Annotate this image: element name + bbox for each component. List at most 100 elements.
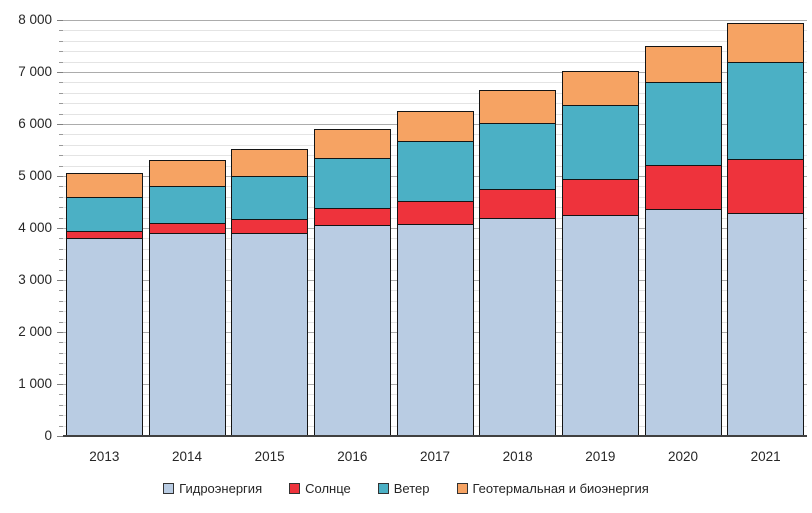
x-axis-tick-label: 2015 xyxy=(254,449,285,464)
legend-swatch-solar xyxy=(289,483,301,494)
y-tick-minor xyxy=(59,82,63,84)
y-tick-minor xyxy=(59,103,63,105)
y-tick-minor xyxy=(59,186,63,188)
y-axis-tick-label: 3 000 xyxy=(18,272,52,287)
y-tick-major xyxy=(57,124,63,125)
bar-column-2016 xyxy=(313,20,391,436)
segment-solar xyxy=(148,223,226,234)
segment-solar xyxy=(313,208,391,227)
x-axis-tick-label: 2016 xyxy=(337,449,368,464)
legend-label: Солнце xyxy=(305,481,351,496)
segment-wind xyxy=(313,158,391,210)
gridline-minor xyxy=(63,82,807,84)
segment-geothermal_bioenergy xyxy=(396,110,474,143)
legend-swatch-geothermal_bioenergy xyxy=(456,483,468,494)
segment-hydro xyxy=(727,212,805,436)
y-tick-minor xyxy=(59,404,63,406)
segment-hydro xyxy=(231,232,309,436)
segment-geothermal_bioenergy xyxy=(65,173,143,199)
segment-wind xyxy=(231,176,309,221)
y-tick-minor xyxy=(59,394,63,396)
bar-column-2018 xyxy=(479,20,557,436)
legend: Гидроэнергия Солнце Ветер Геотермальная и б… xyxy=(0,481,812,496)
y-tick-minor xyxy=(59,248,63,250)
segment-wind xyxy=(479,122,557,190)
gridline-minor xyxy=(63,51,807,53)
y-tick-minor xyxy=(59,144,63,146)
gridline-major xyxy=(63,20,807,21)
y-axis-tick-label: 6 000 xyxy=(18,116,52,131)
y-tick-minor xyxy=(59,259,63,261)
segment-solar xyxy=(396,200,474,225)
segment-hydro xyxy=(479,218,557,436)
segment-wind xyxy=(396,141,474,202)
y-tick-minor xyxy=(59,415,63,417)
segment-geothermal_bioenergy xyxy=(479,90,557,124)
legend-swatch-wind xyxy=(377,483,389,494)
bar-column-2014 xyxy=(148,20,226,436)
segment-wind xyxy=(727,62,805,161)
y-tick-minor xyxy=(59,196,63,198)
legend-item-hydro: Гидроэнергия xyxy=(163,481,262,496)
segment-geothermal_bioenergy xyxy=(313,129,391,160)
y-tick-minor xyxy=(59,269,63,271)
y-tick-major xyxy=(57,384,63,385)
segment-solar xyxy=(561,179,639,217)
segment-geothermal_bioenergy xyxy=(148,160,226,187)
legend-item-solar: Солнце xyxy=(289,481,351,496)
segment-solar xyxy=(479,188,557,220)
gridline-minor xyxy=(63,61,807,63)
x-axis-tick-label: 2018 xyxy=(502,449,533,464)
y-tick-minor xyxy=(59,155,63,157)
segment-wind xyxy=(644,82,722,167)
y-tick-minor xyxy=(59,207,63,209)
y-tick-minor xyxy=(59,363,63,365)
segment-solar xyxy=(644,165,722,211)
segment-solar xyxy=(231,219,309,234)
y-tick-minor xyxy=(59,217,63,219)
legend-label: Гидроэнергия xyxy=(179,481,263,496)
x-axis-tick-label: 2021 xyxy=(750,449,781,464)
legend-item-geothermal_bioenergy: Геотермальная и биоэнергия xyxy=(456,481,649,496)
segment-geothermal_bioenergy xyxy=(644,45,722,84)
segment-wind xyxy=(561,105,639,181)
y-axis-tick-label: 0 xyxy=(44,428,52,443)
legend-item-wind: Ветер xyxy=(377,481,430,496)
gridline-minor xyxy=(63,30,807,32)
bar-column-2013 xyxy=(65,20,143,436)
y-tick-minor xyxy=(59,61,63,63)
segment-hydro xyxy=(148,232,226,436)
y-tick-major xyxy=(57,20,63,21)
y-tick-minor xyxy=(59,113,63,115)
y-tick-minor xyxy=(59,321,63,323)
y-tick-minor xyxy=(59,165,63,167)
y-axis-tick-label: 4 000 xyxy=(18,220,52,235)
segment-hydro xyxy=(644,209,722,436)
y-tick-minor xyxy=(59,342,63,344)
bar-column-2021 xyxy=(727,20,805,436)
y-tick-minor xyxy=(59,373,63,375)
segment-hydro xyxy=(65,237,143,436)
bar-column-2015 xyxy=(231,20,309,436)
x-axis-tick-label: 2013 xyxy=(89,449,120,464)
y-axis-tick-label: 8 000 xyxy=(18,12,52,27)
y-axis-tick-label: 2 000 xyxy=(18,324,52,339)
y-tick-minor xyxy=(59,238,63,240)
y-tick-minor xyxy=(59,92,63,94)
x-axis-tick-label: 2019 xyxy=(585,449,616,464)
y-tick-minor xyxy=(59,51,63,53)
y-tick-minor xyxy=(59,311,63,313)
y-tick-minor xyxy=(59,290,63,292)
gridline-minor xyxy=(63,92,807,94)
legend-label: Геотермальная и биоэнергия xyxy=(472,481,649,496)
segment-wind xyxy=(148,185,226,225)
y-tick-major xyxy=(57,176,63,177)
segment-solar xyxy=(65,230,143,239)
segment-geothermal_bioenergy xyxy=(561,71,639,107)
segment-hydro xyxy=(561,215,639,436)
plot-area xyxy=(63,20,807,436)
y-tick-major xyxy=(57,280,63,281)
bar-column-2020 xyxy=(644,20,722,436)
y-tick-minor xyxy=(59,134,63,136)
